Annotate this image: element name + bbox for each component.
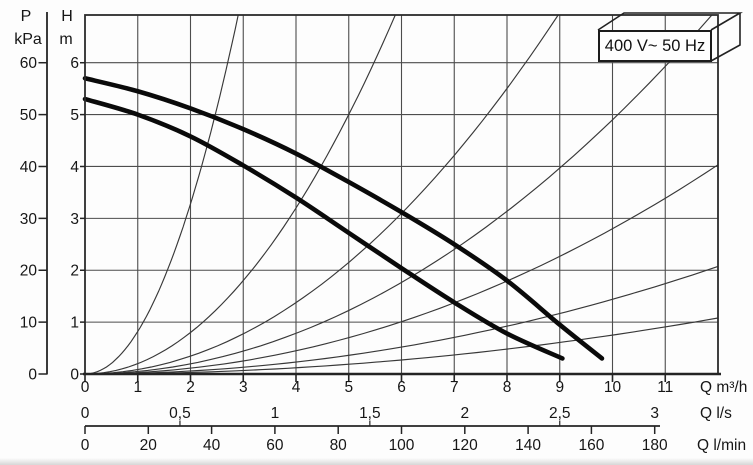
m3h-tick-label: 0 xyxy=(81,379,90,396)
head-tick-label: 6 xyxy=(70,55,79,72)
ls-tick-label: 1 xyxy=(271,405,280,422)
m3h-unit-label: Q m³/h xyxy=(700,379,747,396)
voltage-box-3d-top-edge xyxy=(597,12,743,31)
m3h-tick-label: 11 xyxy=(657,379,673,396)
m3h-tick-label: 6 xyxy=(397,379,406,396)
pressure-tick-label: 40 xyxy=(20,159,38,176)
voltage-frequency-text: 400 V~ 50 Hz xyxy=(604,36,706,55)
system-curve xyxy=(84,164,719,375)
system-curve xyxy=(84,14,559,375)
lmin-tick-label: 40 xyxy=(203,437,221,454)
lmin-unit-label: Q l/min xyxy=(697,437,746,454)
axes-layer xyxy=(38,12,743,434)
lmin-tick-label: 180 xyxy=(642,437,668,454)
head-tick-label: 5 xyxy=(70,107,79,124)
pressure-tick-label: 50 xyxy=(20,107,38,124)
system-curve xyxy=(84,14,713,375)
voltage-frequency-badge: 400 V~ 50 Hz xyxy=(598,30,712,62)
pressure-axis-unit: kPa xyxy=(14,31,42,48)
m3h-tick-label: 9 xyxy=(555,379,564,396)
pressure-axis-symbol: P xyxy=(21,8,32,25)
ls-tick-label: 2 xyxy=(460,405,469,422)
lmin-tick-label: 140 xyxy=(515,437,541,454)
lmin-tick-label: 100 xyxy=(389,437,415,454)
head-tick-label: 0 xyxy=(70,367,79,384)
ls-tick-label: 2,5 xyxy=(549,405,571,422)
system-curve xyxy=(85,317,719,375)
head-axis-unit: m xyxy=(59,31,72,48)
ls-tick-label: 1,5 xyxy=(359,405,381,422)
head-tick-label: 3 xyxy=(70,211,79,228)
pressure-tick-label: 30 xyxy=(20,211,38,228)
system-curve xyxy=(85,265,719,375)
pressure-tick-label: 60 xyxy=(20,55,38,72)
head-tick-label: 2 xyxy=(70,263,79,280)
m3h-tick-label: 2 xyxy=(186,379,195,396)
lmin-tick-label: 160 xyxy=(578,437,604,454)
m3h-tick-label: 10 xyxy=(604,379,622,396)
ls-tick-label: 3 xyxy=(650,405,659,422)
ls-unit-label: Q l/s xyxy=(700,405,732,422)
lmin-tick-label: 0 xyxy=(81,437,90,454)
m3h-tick-label: 8 xyxy=(503,379,512,396)
curves-layer xyxy=(82,14,719,375)
m3h-tick-label: 1 xyxy=(133,379,142,396)
lmin-tick-label: 60 xyxy=(266,437,284,454)
pressure-tick-label: 20 xyxy=(20,263,38,280)
head-tick-label: 1 xyxy=(70,315,79,332)
m3h-tick-label: 5 xyxy=(344,379,353,396)
voltage-box-3d-right-edge xyxy=(710,13,741,62)
lmin-tick-label: 20 xyxy=(140,437,158,454)
head-tick-label: 4 xyxy=(70,159,79,176)
m3h-tick-label: 4 xyxy=(292,379,301,396)
head-axis-symbol: H xyxy=(61,8,73,25)
pump-curve-lower xyxy=(82,96,565,361)
pressure-tick-label: 0 xyxy=(28,367,37,384)
lmin-tick-label: 80 xyxy=(330,437,348,454)
pump-curve-upper xyxy=(82,75,605,361)
m3h-tick-label: 3 xyxy=(239,379,248,396)
pressure-tick-label: 10 xyxy=(20,315,38,332)
ls-tick-label: 0 xyxy=(81,405,90,422)
system-curve xyxy=(84,14,239,375)
m3h-tick-label: 7 xyxy=(450,379,459,396)
lmin-tick-label: 120 xyxy=(452,437,478,454)
system-curve xyxy=(84,14,396,375)
ls-tick-label: 0,5 xyxy=(169,405,191,422)
grid-layer xyxy=(85,15,718,374)
